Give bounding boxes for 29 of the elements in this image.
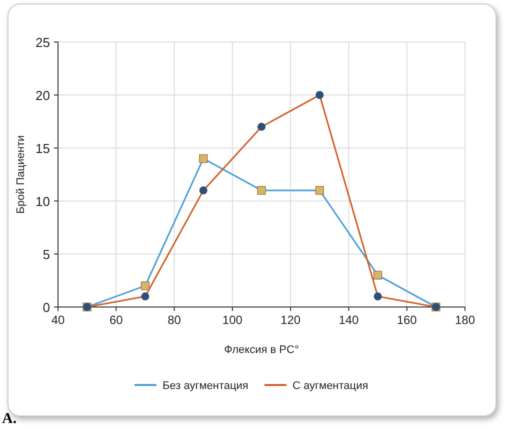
point bbox=[316, 91, 324, 99]
y-tick-label: 0 bbox=[42, 300, 50, 315]
y-tick-label: 20 bbox=[36, 88, 50, 103]
text: A. bbox=[2, 411, 17, 427]
point bbox=[315, 186, 324, 195]
legend-label: Без аугментация bbox=[162, 380, 248, 392]
x-tick-label: 40 bbox=[51, 313, 65, 327]
y-axis-title: Брой Пациенти bbox=[15, 135, 27, 214]
y-tick-label: 15 bbox=[36, 141, 50, 156]
point bbox=[199, 154, 208, 163]
point bbox=[140, 282, 150, 290]
x-axis-title: Флексия в PC° bbox=[224, 344, 299, 356]
point bbox=[141, 292, 150, 300]
x-tick-label: 60 bbox=[109, 313, 124, 327]
legend-label: С аугментация bbox=[292, 380, 368, 392]
y-tick-label: 25 bbox=[36, 35, 50, 50]
x-tick-label: 140 bbox=[338, 313, 360, 327]
point bbox=[199, 186, 208, 194]
point bbox=[374, 292, 382, 300]
y-tick-label: 5 bbox=[42, 247, 50, 262]
point bbox=[373, 270, 382, 280]
point bbox=[258, 122, 266, 131]
x-tick-label: 180 bbox=[454, 313, 476, 327]
y-tick-label: 10 bbox=[36, 194, 50, 209]
x-tick-label: 160 bbox=[396, 313, 418, 327]
x-tick-label: 120 bbox=[280, 313, 301, 327]
point bbox=[257, 186, 266, 195]
x-tick-label: 80 bbox=[168, 313, 182, 327]
x-tick-label: 100 bbox=[222, 313, 243, 327]
